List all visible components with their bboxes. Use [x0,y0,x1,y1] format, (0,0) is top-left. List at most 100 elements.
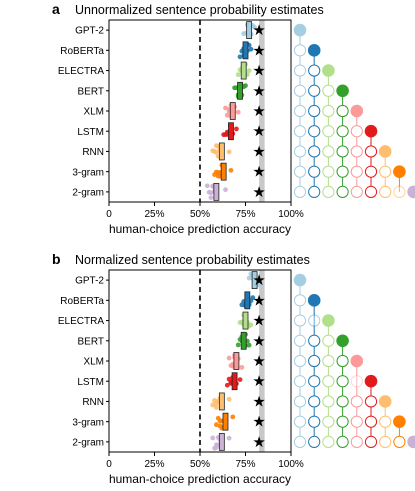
comparison-circle [308,435,321,448]
star-marker: ★ [252,313,265,330]
comparison-circle [322,334,335,347]
significance-matrix [293,23,415,199]
y-tick-label: BERT [78,86,105,97]
row-ELECTRA: ★ ELECTRA [58,61,266,80]
data-point [213,143,219,149]
mean-bar [251,271,258,290]
y-tick-label: LSTM [77,127,104,138]
star-marker: ★ [252,143,265,160]
data-point [234,126,239,132]
comparison-circle [364,395,378,408]
star-marker: ★ [252,292,265,309]
model-dot [378,145,392,158]
comparison-circle [336,375,349,388]
data-point [250,295,256,300]
y-tick-label: RNN [82,147,104,158]
star-marker: ★ [252,434,265,451]
comparison-circle [322,165,335,178]
comparison-circle [322,354,335,368]
comparison-circle [379,185,392,198]
x-tick-label: 75% [235,459,255,470]
comparison-circle [336,435,349,448]
comparison-circle [308,84,321,97]
mean-bar [231,372,238,391]
data-point [243,83,248,89]
comparison-circle [293,314,307,327]
comparison-circle [336,165,349,178]
comparison-circle [336,185,349,198]
row-GPT-2: ★ GPT-2 [75,271,266,289]
comparison-circle [336,354,349,368]
data-point [237,54,243,60]
y-tick-label: 3-gram [72,417,104,428]
model-dot [322,314,335,327]
star-marker: ★ [252,333,265,350]
comparison-circle [350,435,363,448]
comparison-circle [308,314,321,327]
data-point [248,46,254,52]
x-tick-label: 25% [144,209,164,220]
comparison-circle [322,145,335,158]
star-marker: ★ [252,83,265,100]
comparison-circle [350,415,363,428]
data-point [224,112,230,118]
row-XLM: ★ XLM [83,102,266,120]
comparison-circle [350,145,363,158]
data-point [235,342,241,348]
comparison-circle [379,165,392,178]
data-point [213,149,219,155]
row-LSTM: ★ LSTM [77,372,266,391]
comparison-circle [308,64,321,77]
star-marker: ★ [252,42,265,59]
row-BERT: ★ BERT [78,331,266,350]
comparison-circle [308,375,321,388]
y-tick-label: 3-gram [72,167,104,178]
star-marker: ★ [252,103,265,120]
model-dot [364,124,378,138]
star-marker: ★ [252,393,265,410]
data-point [237,377,243,382]
comparison-circle [379,415,392,428]
data-point [252,24,257,30]
model-dot [336,84,349,98]
model-dot [364,374,378,388]
model-dot [293,23,307,37]
data-point [241,31,247,37]
y-tick-label: 2-gram [72,187,104,198]
comparison-circle [308,415,321,428]
model-dot [350,354,364,368]
data-point [210,402,216,408]
x-tick-label: 50% [190,209,210,220]
y-tick-label: XLM [83,107,104,118]
data-point [246,68,252,74]
comparison-circle [322,415,335,428]
comparison-circle [308,165,321,178]
row-BERT: ★ BERT [78,81,266,100]
mean-bar [246,21,253,40]
data-point [257,281,263,287]
mean-bar [218,432,225,451]
comparison-circle [293,84,307,97]
x-tick-label: 100% [278,459,304,470]
row-RoBERTa: ★ RoBERTa [60,291,266,309]
comparison-circle [336,415,349,428]
data-point [224,382,230,388]
data-point [230,414,236,420]
data-point [246,275,252,281]
comparison-circle [379,435,392,448]
comparison-circle [350,165,363,178]
data-point [208,195,214,201]
model-dot [307,294,321,307]
comparison-circle [293,334,307,347]
comparison-circle [322,395,335,408]
mean-bar [240,61,247,80]
data-point [226,396,232,402]
row-ELECTRA: ★ ELECTRA [58,311,266,330]
comparison-circle [322,185,335,198]
comparison-circle [308,145,321,158]
comparison-circle [293,375,307,388]
comparison-circle [336,145,349,158]
data-point [246,342,252,348]
data-point [232,85,237,91]
data-point [223,187,228,193]
